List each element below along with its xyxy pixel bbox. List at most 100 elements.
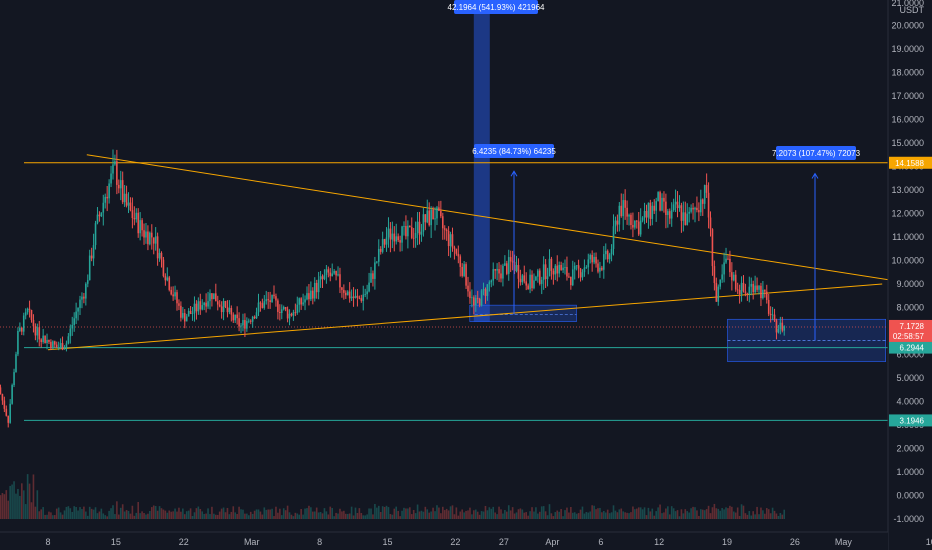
candle-body	[387, 228, 390, 238]
candle-body	[94, 223, 97, 246]
candle-body	[717, 286, 720, 302]
volume-bar	[771, 507, 774, 519]
volume-bar	[224, 512, 227, 519]
volume-bar	[500, 509, 502, 519]
candle-body	[26, 308, 29, 313]
volume-bar	[577, 513, 580, 519]
candle-body	[162, 259, 165, 277]
volume-bars	[0, 474, 786, 519]
candle-body	[360, 298, 363, 301]
candle-body	[562, 267, 564, 271]
measurements[interactable]: 42.1964 (541.93%) 421964 6.4235 (84.73%) …	[448, 0, 861, 341]
candle-body	[44, 335, 46, 343]
candle-body	[519, 278, 522, 283]
price-tick-label: -1.0000	[893, 514, 924, 524]
volume-bar	[682, 513, 685, 519]
candle-body	[696, 207, 698, 211]
volume-bar	[538, 511, 541, 519]
volume-bar	[589, 511, 592, 519]
candle-body	[556, 265, 559, 274]
candle-body	[577, 265, 580, 269]
volume-bar	[688, 512, 690, 519]
candle-body	[769, 313, 772, 315]
candle-body	[573, 265, 576, 270]
candle-body	[622, 200, 625, 217]
candle-body	[127, 202, 130, 206]
candle-body	[300, 298, 302, 305]
candle-body	[781, 322, 784, 331]
candle-body	[760, 285, 762, 299]
volume-bar	[676, 510, 679, 519]
candle-body	[48, 339, 50, 342]
candles	[0, 149, 786, 428]
candle-body	[240, 325, 242, 327]
volume-bar	[302, 514, 304, 519]
volume-bar	[719, 510, 722, 519]
volume-bar	[447, 510, 450, 519]
candle-body	[364, 294, 366, 296]
volume-bar	[292, 516, 295, 519]
candle-body	[374, 262, 376, 279]
candle-body	[723, 262, 725, 275]
candle-body	[302, 302, 304, 305]
candle-body	[232, 314, 235, 321]
candle-body	[22, 315, 25, 332]
volume-bar	[150, 507, 153, 519]
candle-body	[354, 295, 357, 298]
candle-body	[575, 265, 578, 267]
candle-body	[467, 285, 469, 292]
candle-body	[410, 227, 413, 238]
volume-bar	[486, 510, 489, 519]
volume-bar	[249, 511, 252, 519]
volume-bar	[108, 510, 110, 519]
candle-body	[698, 210, 700, 213]
candle-body	[601, 267, 603, 270]
candle-body	[719, 279, 722, 287]
candle-body	[748, 286, 751, 294]
candle-body	[486, 284, 489, 296]
candle-body	[684, 212, 687, 225]
candle-body	[135, 212, 138, 220]
candle-body	[393, 233, 396, 242]
candle-body	[273, 294, 275, 297]
volume-bar	[564, 510, 566, 519]
volume-bar	[692, 506, 694, 519]
volume-bar	[354, 507, 357, 519]
entry-zone	[469, 304, 577, 322]
candle-body	[750, 283, 753, 287]
volume-bar	[426, 509, 429, 519]
candle-body	[315, 282, 318, 293]
volume-bar	[630, 512, 632, 519]
time-axis[interactable]: 8 15 22 Mar 8 15 22 27 Apr 6 12 19 26 May 10	[0, 531, 932, 550]
volume-bar	[36, 490, 39, 519]
candle-body	[655, 201, 657, 211]
candle-body	[453, 247, 456, 249]
volume-bar	[164, 510, 167, 519]
volume-bar	[238, 506, 240, 519]
volume-bar	[765, 508, 768, 519]
volume-bar	[162, 509, 165, 519]
candle-body	[346, 291, 349, 296]
candle-body	[715, 282, 718, 302]
candle-body	[98, 214, 101, 217]
volume-bar	[277, 512, 279, 519]
volume-bar	[329, 506, 332, 519]
candle-body	[412, 237, 415, 239]
volume-bar	[731, 506, 733, 519]
candle-body	[725, 258, 727, 263]
volume-bar	[583, 513, 586, 519]
trendlines[interactable]	[47, 154, 931, 351]
volume-bar	[34, 506, 37, 519]
volume-bar	[189, 508, 192, 519]
measure-label: 42.1964 (541.93%) 421964	[448, 3, 546, 12]
volume-bar	[707, 505, 710, 519]
candle-body	[277, 300, 279, 312]
volume-bar	[372, 514, 374, 519]
candle-body	[15, 354, 17, 373]
volume-bar	[154, 506, 157, 519]
volume-bar	[176, 511, 178, 519]
volume-bar	[55, 508, 58, 519]
candle-body	[100, 212, 103, 217]
